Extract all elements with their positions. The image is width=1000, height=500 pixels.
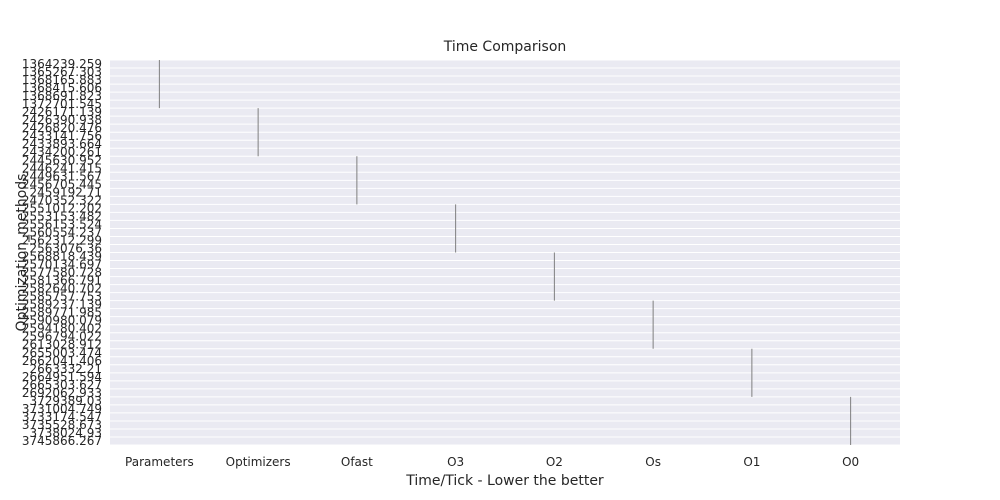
y-tick-label: 2433893.664 xyxy=(22,137,102,151)
y-tick-label: 3738024.93 xyxy=(29,426,102,440)
y-tick-label: 1364239.259 xyxy=(22,57,102,71)
x-tick-label: O2 xyxy=(546,455,563,469)
y-tick-label: 2665303.627 xyxy=(22,378,102,392)
y-tick-label: 2589237.139 xyxy=(22,298,102,312)
y-tick-label: 2553153.482 xyxy=(22,209,102,223)
y-tick-label: 2449631.567 xyxy=(22,169,102,183)
y-tick-label: 2433141.756 xyxy=(22,129,102,143)
y-tick-label: 1368691.823 xyxy=(22,89,102,103)
y-tick-label: 2551012.202 xyxy=(22,201,102,215)
y-tick-label: 3731004.749 xyxy=(22,402,102,416)
y-tick-label: 3745866.267 xyxy=(22,434,102,448)
y-tick-label: 2577580.728 xyxy=(22,266,102,280)
x-tick-label: Parameters xyxy=(125,455,194,469)
y-tick-label: 1365267.303 xyxy=(22,65,102,79)
grid-lines xyxy=(110,59,900,446)
y-tick-label: 2662041.406 xyxy=(22,354,102,368)
y-tick-label: 2446241.415 xyxy=(22,161,102,175)
y-tick-label: 2585757.753 xyxy=(22,290,102,304)
y-tick-label: 2426820.476 xyxy=(22,121,102,135)
y-tick-label: 2470352.322 xyxy=(22,193,102,207)
y-tick-label: 2426171.139 xyxy=(22,105,102,119)
y-tick-label: 2613028.912 xyxy=(22,338,102,352)
y-tick-label: 2590980.079 xyxy=(22,314,102,328)
x-tick-label: O0 xyxy=(842,455,859,469)
y-tick-label: 2426390.938 xyxy=(22,113,102,127)
y-tick-label: 2568818.439 xyxy=(22,250,102,264)
y-tick-label: 2570134.697 xyxy=(22,258,102,272)
y-tick-label: 2581366.791 xyxy=(22,274,102,288)
y-tick-label: 2692062.933 xyxy=(22,386,102,400)
y-tick-label: 2562312.299 xyxy=(22,233,102,247)
chart-title: Time Comparison xyxy=(443,39,567,55)
y-tick-label: 2445630.952 xyxy=(22,153,102,167)
y-tick-label: 1368165.883 xyxy=(22,73,102,87)
x-tick-label: Optimizers xyxy=(226,455,291,469)
y-tick-label: 2596794.022 xyxy=(22,330,102,344)
y-tick-label: 1372701.545 xyxy=(22,97,102,111)
y-tick-label: 2589771.985 xyxy=(22,306,102,320)
y-tick-label: 2563076.36 xyxy=(29,241,102,255)
y-tick-label: 2664951.594 xyxy=(22,370,102,384)
y-tick-label: 1368415.606 xyxy=(22,81,102,95)
y-axis-ticks: 1364239.2591365267.3031368165.8831368415… xyxy=(22,57,102,448)
y-tick-label: 3729389.03 xyxy=(29,394,102,408)
y-tick-label: 2663332.21 xyxy=(29,362,102,376)
y-tick-label: 3733174.547 xyxy=(22,410,102,424)
y-tick-label: 2594180.402 xyxy=(22,322,102,336)
x-axis-label: Time/Tick - Lower the better xyxy=(405,473,604,489)
y-tick-label: 2459192.71 xyxy=(29,185,102,199)
y-tick-label: 2582640.702 xyxy=(22,282,102,296)
y-tick-label: 2434200.261 xyxy=(22,145,102,159)
data-marks xyxy=(158,60,852,445)
y-tick-label: 2556153.524 xyxy=(22,217,102,231)
x-tick-label: Os xyxy=(645,455,661,469)
y-tick-label: 2560554.237 xyxy=(22,225,102,239)
y-tick-label: 2655003.474 xyxy=(22,346,102,360)
x-tick-label: Ofast xyxy=(341,455,373,469)
x-tick-label: O1 xyxy=(743,455,760,469)
y-axis-label: Optimization_methods xyxy=(14,174,30,332)
y-tick-label: 2456705.445 xyxy=(22,177,102,191)
x-axis-ticks: Parameters Optimizers Ofast O3 O2 Os O1 O0 xyxy=(125,455,859,469)
x-tick-label: O3 xyxy=(447,455,464,469)
y-tick-label: 3735528.673 xyxy=(22,418,102,432)
